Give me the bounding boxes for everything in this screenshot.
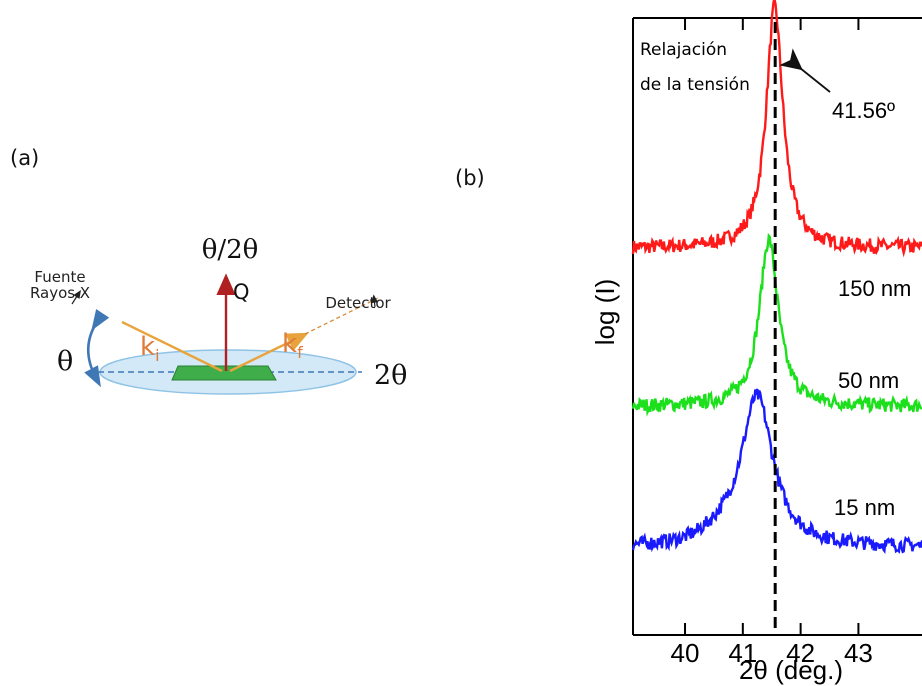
kf-label: kf [282,329,303,362]
series-line-50nm [631,232,922,417]
incident-beam [121,320,223,373]
detector-label: Detector [325,294,391,312]
y-axis-label: log (I) [590,279,620,345]
diffracted-beam [229,332,309,373]
ki-label: ki [140,332,160,365]
reference-value-label: 41.56º [832,98,895,123]
q-vector-label: Q [233,280,250,304]
series-label-15nm: 15 nm [834,495,895,520]
annotation-line1: Relajación [640,40,727,60]
theta-rotation-arrow [84,309,110,388]
annotation-line2: de la tensión [640,75,750,95]
sample-slab [171,365,277,381]
x-tick-label-40: 40 [671,638,700,668]
theta-label: θ [57,346,73,377]
x-axis-ticks: 40 41 42 43 [671,18,873,668]
series-line-150nm [631,0,922,258]
panel-a: (a) θ/2θ Q Fuente Rayos-X Detector θ 2θ … [10,146,407,395]
x-tick-label-42: 42 [786,638,815,668]
x-axis-label: 2θ (deg.) [739,655,843,685]
x-tick-label-41: 41 [728,638,757,668]
detector-pointer-arrow [370,294,379,308]
series-line-15nm [631,388,922,555]
panel-a-label: (a) [10,146,39,170]
source-label-line2: Rayos-X [30,284,90,302]
series-label-150nm: 150 nm [838,276,911,301]
scan-type-label: θ/2θ [202,235,259,265]
source-pointer-arrow [71,289,81,305]
annotation-arrow [779,48,831,93]
x-tick-label-43: 43 [844,638,873,668]
series-lines [631,0,922,555]
two-theta-label: 2θ [374,360,407,391]
panel-b-label: (b) [455,166,485,190]
panel-b: (b) 40 41 42 43 Relajación de la tensión 41… [455,0,922,685]
series-label-50nm: 50 nm [838,368,899,393]
source-label-line1: Fuente [34,268,85,286]
